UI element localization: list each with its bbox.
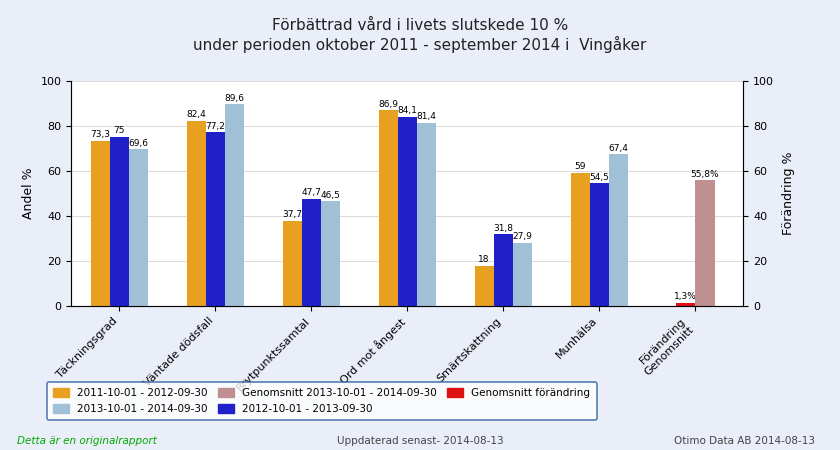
Y-axis label: Förändring %: Förändring % [782,152,795,235]
Text: 73,3: 73,3 [90,130,110,140]
Bar [513,243,533,306]
Text: 31,8: 31,8 [493,224,513,233]
Bar [110,137,129,306]
Text: 75: 75 [113,126,125,135]
Bar [379,111,398,306]
Legend: 2011-10-01 - 2012-09-30, 2013-10-01 - 2014-09-30, Genomsnitt 2013-10-01 - 2014-0: 2011-10-01 - 2012-09-30, 2013-10-01 - 20… [47,382,596,420]
Text: 86,9: 86,9 [378,99,398,108]
Text: Detta är en originalrapport: Detta är en originalrapport [17,436,157,446]
Bar [609,154,628,306]
Text: Uppdaterad senast- 2014-08-13: Uppdaterad senast- 2014-08-13 [337,436,503,446]
Text: Förbättrad vård i livets slutskede 10 %
under perioden oktober 2011 - september : Förbättrad vård i livets slutskede 10 % … [193,18,647,53]
Bar [186,121,206,306]
Bar [570,173,590,306]
Y-axis label: Andel %: Andel % [22,168,35,219]
Bar [590,184,609,306]
Text: 1,3%: 1,3% [675,292,697,302]
Text: 27,9: 27,9 [512,232,533,241]
Text: 46,5: 46,5 [321,191,340,200]
Text: 89,6: 89,6 [224,94,244,103]
Text: Otimo Data AB 2014-08-13: Otimo Data AB 2014-08-13 [674,436,815,446]
Text: 55,8%: 55,8% [690,170,719,179]
Bar [282,221,302,306]
Text: 77,2: 77,2 [206,122,225,130]
Bar [206,132,225,306]
Bar [91,141,110,306]
Bar [302,199,321,306]
Text: 37,7: 37,7 [282,211,302,220]
Text: 81,4: 81,4 [417,112,437,121]
Bar [321,202,340,306]
Bar [129,149,148,306]
Text: 82,4: 82,4 [186,110,206,119]
Text: 59: 59 [575,162,586,171]
Bar [475,266,494,306]
Text: 67,4: 67,4 [609,144,628,153]
Text: 69,6: 69,6 [129,139,149,148]
Text: 84,1: 84,1 [397,106,417,115]
Text: 18: 18 [479,255,490,264]
Bar [676,303,696,306]
Bar [398,117,417,306]
Text: 54,5: 54,5 [590,172,609,181]
Bar [225,104,244,306]
Bar [494,234,513,306]
Bar [417,123,436,306]
Bar [696,180,715,306]
Text: 47,7: 47,7 [302,188,322,197]
